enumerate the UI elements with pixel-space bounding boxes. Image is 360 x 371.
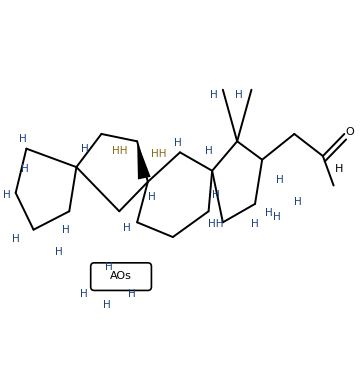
- Text: H: H: [62, 225, 69, 235]
- Text: H: H: [148, 191, 155, 201]
- Text: O: O: [345, 127, 354, 137]
- Text: H: H: [81, 144, 89, 154]
- Text: H: H: [273, 212, 280, 222]
- Text: H: H: [276, 175, 284, 185]
- Text: H: H: [128, 289, 136, 299]
- Text: H: H: [55, 247, 62, 257]
- Text: H: H: [235, 90, 243, 100]
- Text: HH: HH: [112, 145, 127, 155]
- Text: HH: HH: [151, 149, 166, 159]
- Text: H: H: [19, 134, 27, 144]
- Text: H: H: [12, 234, 19, 244]
- Text: H: H: [21, 164, 28, 174]
- Text: AOs: AOs: [110, 272, 132, 282]
- Text: H: H: [294, 197, 302, 207]
- FancyBboxPatch shape: [91, 263, 152, 290]
- Text: H: H: [335, 164, 343, 174]
- Text: H: H: [251, 219, 259, 229]
- Text: H: H: [103, 300, 111, 310]
- Text: H: H: [205, 145, 212, 155]
- Text: H: H: [210, 90, 218, 100]
- Text: H: H: [80, 289, 87, 299]
- Text: H: H: [265, 208, 273, 218]
- Text: H: H: [122, 223, 130, 233]
- Text: HH: HH: [208, 219, 224, 229]
- Polygon shape: [137, 141, 150, 180]
- Text: H: H: [105, 262, 112, 272]
- Text: H: H: [174, 138, 182, 148]
- Text: H: H: [212, 190, 220, 200]
- Text: H: H: [3, 190, 11, 200]
